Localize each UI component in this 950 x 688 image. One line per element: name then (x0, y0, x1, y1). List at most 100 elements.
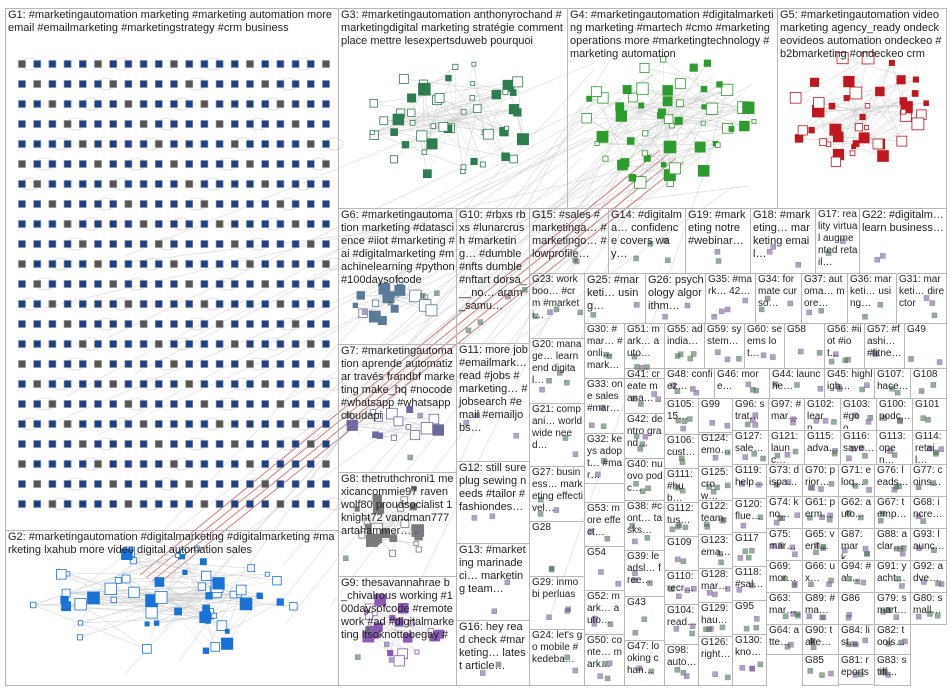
isolated-node (109, 500, 117, 508)
isolated-node (291, 340, 300, 348)
group-node (599, 404, 606, 411)
isolated-node (94, 140, 102, 148)
group-label-g13: G13: #marketing marinadeci… marketing te… (459, 544, 526, 595)
isolated-node (139, 280, 148, 288)
group-node (651, 391, 657, 397)
cluster-node (422, 169, 432, 179)
isolated-node (33, 420, 42, 428)
isolated-node (276, 200, 285, 208)
cross-group-edge (297, 158, 582, 423)
group-label-g92: G92: adve… (913, 561, 944, 584)
group-node (859, 386, 865, 393)
group-label-g48: G48: confiez… (667, 369, 713, 392)
cluster-edge (352, 425, 396, 431)
isolated-node (231, 420, 239, 428)
cluster-node (210, 642, 220, 652)
isolated-node (33, 440, 42, 448)
isolated-node (291, 260, 300, 268)
cluster-edge (403, 78, 456, 121)
group-node (854, 578, 860, 585)
isolated-node (246, 360, 254, 368)
group-node (858, 445, 865, 451)
group-node (539, 386, 545, 393)
cluster-node (363, 517, 371, 525)
group-node (572, 257, 578, 263)
cluster-node (875, 86, 885, 97)
isolated-node (124, 220, 133, 228)
group-label-g126: G126: right… (701, 637, 731, 660)
isolated-node (200, 380, 209, 388)
isolated-node (94, 160, 102, 168)
cluster-node (87, 591, 100, 605)
group-node (794, 512, 800, 518)
cluster-node (911, 90, 919, 97)
isolated-node (200, 480, 209, 488)
isolated-node (200, 260, 209, 268)
group-node (885, 640, 892, 647)
isolated-node (63, 280, 72, 288)
cluster-node (830, 156, 841, 167)
group-node (792, 551, 798, 558)
isolated-node (215, 160, 224, 168)
cluster-node (641, 150, 648, 157)
group-node (564, 379, 570, 386)
isolated-node (231, 220, 239, 228)
isolated-node (185, 100, 193, 108)
cluster-node (114, 577, 122, 584)
group-node (921, 579, 927, 585)
cluster-node (400, 519, 410, 528)
group-node (607, 621, 614, 627)
group-node (936, 359, 943, 365)
isolated-node (246, 140, 254, 148)
isolated-node (276, 180, 285, 188)
group-node (931, 312, 938, 319)
cluster-node (469, 95, 476, 101)
cluster-node (405, 424, 412, 430)
isolated-node (185, 300, 193, 308)
cluster-node (182, 569, 188, 576)
isolated-node (170, 180, 178, 188)
isolated-node (276, 320, 285, 328)
isolated-node (63, 380, 72, 388)
isolated-node (18, 240, 26, 248)
isolated-node (246, 260, 254, 268)
isolated-node (170, 220, 178, 228)
isolated-node (246, 320, 254, 328)
group-node (673, 626, 680, 632)
cluster-edge (605, 158, 670, 176)
group-label-g70: G70: prior… (805, 465, 836, 488)
cluster-node (352, 302, 359, 309)
group-label-g34: G34: formate curso… (758, 274, 797, 309)
group-node (864, 382, 870, 388)
isolated-node (79, 300, 87, 308)
group-label-g122: G122: team (701, 501, 729, 524)
group-node (633, 255, 639, 262)
group-label-g91: G91: yacht… (877, 561, 907, 584)
cluster-node (374, 594, 387, 606)
isolated-node (322, 60, 330, 68)
isolated-node (231, 120, 239, 128)
isolated-node (18, 80, 26, 88)
group-node (862, 479, 869, 485)
isolated-node (306, 80, 315, 88)
isolated-node (322, 200, 330, 208)
group-label-g119: G119: help… (735, 465, 764, 488)
cross-group-edge (128, 185, 750, 263)
group-node (598, 569, 604, 575)
isolated-node (139, 420, 148, 428)
group-label-g59: G59: system… (707, 324, 742, 347)
group-label-g61: G61: perm… (805, 497, 836, 520)
group-node (772, 381, 779, 387)
cluster-edge (838, 62, 893, 155)
cluster-node (676, 99, 684, 108)
isolated-node (185, 320, 193, 328)
group-node (929, 300, 935, 306)
cluster-edge (823, 116, 863, 143)
group-label-g80: G80: small… (913, 593, 943, 616)
isolated-node (109, 120, 117, 128)
cluster-edge (814, 82, 856, 111)
group-label-g20: G20: manage… learn end digital… (532, 339, 582, 386)
group-label-g118: G118: #sal… (735, 567, 764, 590)
cluster-node (414, 649, 420, 655)
group-label-g86: G86 (841, 593, 860, 604)
